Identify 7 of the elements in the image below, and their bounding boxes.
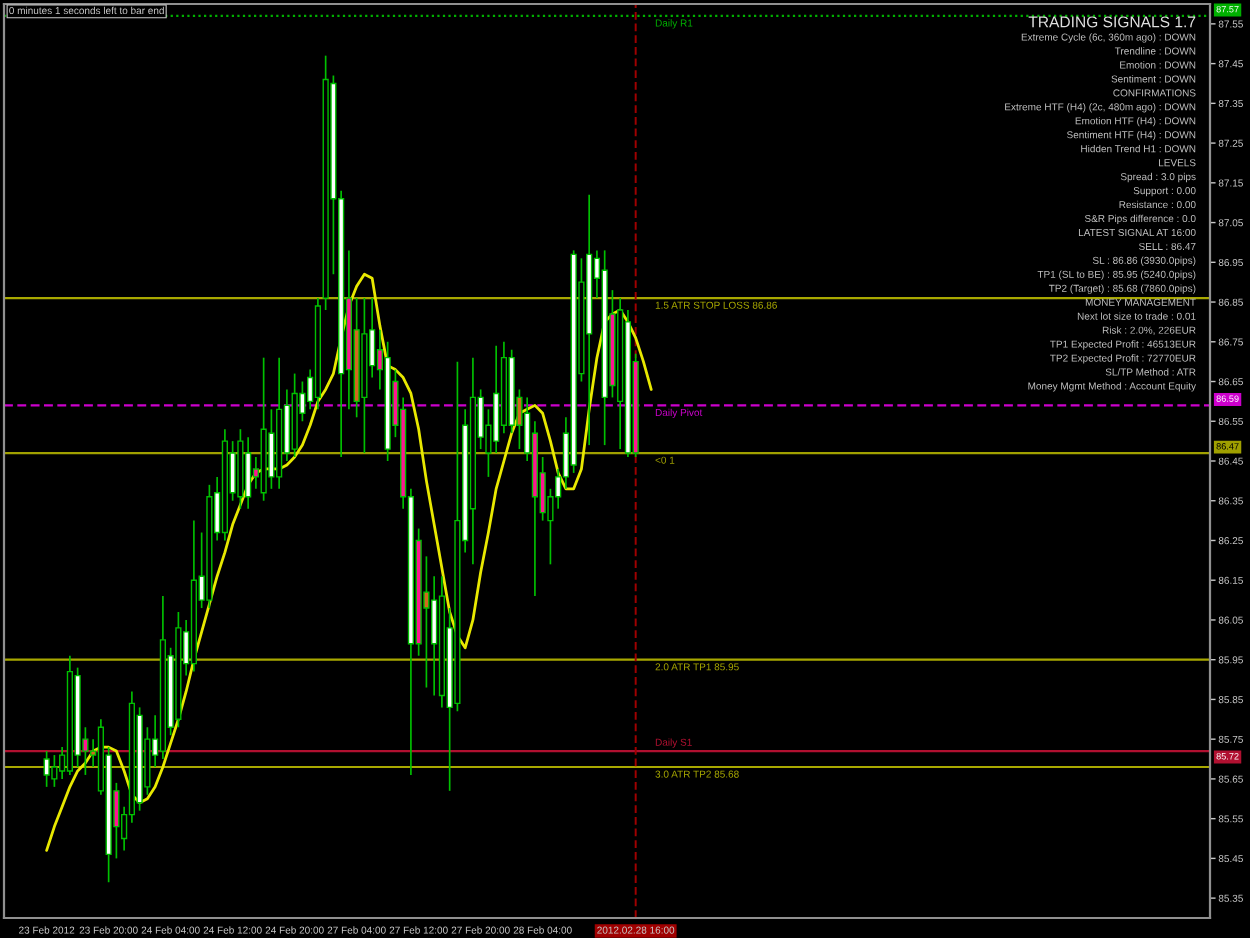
candlestick: [245, 436, 252, 510]
candlestick: [43, 750, 50, 788]
candlestick: [51, 754, 58, 788]
candlestick: [431, 575, 438, 697]
candlestick: [268, 408, 275, 490]
line-series: [45, 272, 653, 852]
candlestick: [493, 344, 500, 454]
